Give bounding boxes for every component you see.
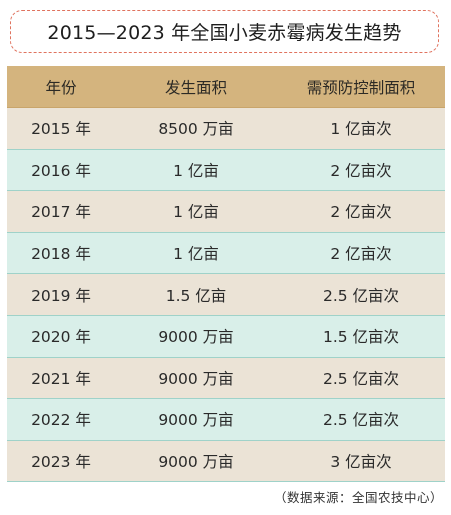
table-row: 2023 年 9000 万亩 3 亿亩次 (7, 440, 445, 483)
control-area-cell: 2.5 亿亩次 (322, 286, 400, 305)
table-header-row: 年份 发生面积 需预防控制面积 (7, 66, 445, 108)
year-cell: 2019 年 (31, 286, 91, 305)
occurrence-area-cell: 9000 万亩 (158, 411, 234, 430)
header-year: 年份 (45, 78, 77, 97)
control-area-cell: 2.5 亿亩次 (322, 411, 400, 430)
table-row: 2016 年 1 亿亩 2 亿亩次 (7, 149, 445, 192)
data-table: 年份 发生面积 需预防控制面积 2015 年 8500 万亩 1 亿亩次 201… (7, 66, 445, 483)
table-row: 2022 年 9000 万亩 2.5 亿亩次 (7, 399, 445, 441)
header-control-area: 需预防控制面积 (306, 78, 416, 97)
year-cell: 2015 年 (31, 120, 91, 139)
occurrence-area-cell: 1 亿亩 (173, 203, 219, 222)
data-source-note: （数据来源：全国农技中心） (273, 490, 443, 505)
table-row: 2020 年 9000 万亩 1.5 亿亩次 (7, 315, 445, 358)
occurrence-area-cell: 8500 万亩 (158, 120, 234, 139)
table-row: 2017 年 1 亿亩 2 亿亩次 (7, 191, 445, 233)
year-cell: 2020 年 (31, 328, 91, 347)
year-cell: 2017 年 (31, 203, 91, 222)
table-row: 2018 年 1 亿亩 2 亿亩次 (7, 232, 445, 275)
occurrence-area-cell: 1 亿亩 (173, 245, 219, 264)
occurrence-area-cell: 1 亿亩 (173, 161, 219, 180)
control-area-cell: 1.5 亿亩次 (322, 328, 400, 347)
year-cell: 2018 年 (31, 245, 91, 264)
table-row: 2019 年 1.5 亿亩 2.5 亿亩次 (7, 274, 445, 316)
header-occurrence-area: 发生面积 (164, 78, 227, 97)
control-area-cell: 1 亿亩次 (330, 120, 392, 139)
control-area-cell: 2 亿亩次 (330, 203, 392, 222)
control-area-cell: 2.5 亿亩次 (322, 369, 400, 388)
year-cell: 2021 年 (31, 369, 91, 388)
page-title: 2015—2023 年全国小麦赤霉病发生趋势 (47, 22, 402, 44)
occurrence-area-cell: 9000 万亩 (158, 328, 234, 347)
occurrence-area-cell: 1.5 亿亩 (165, 286, 227, 305)
control-area-cell: 2 亿亩次 (330, 245, 392, 264)
control-area-cell: 2 亿亩次 (330, 161, 392, 180)
occurrence-area-cell: 9000 万亩 (158, 453, 234, 472)
table-row: 2015 年 8500 万亩 1 亿亩次 (7, 108, 445, 150)
year-cell: 2022 年 (31, 411, 91, 430)
control-area-cell: 3 亿亩次 (330, 453, 392, 472)
title-frame: 2015—2023 年全国小麦赤霉病发生趋势 (10, 10, 439, 53)
year-cell: 2023 年 (31, 453, 91, 472)
occurrence-area-cell: 9000 万亩 (158, 369, 234, 388)
table-row: 2021 年 9000 万亩 2.5 亿亩次 (7, 357, 445, 400)
year-cell: 2016 年 (31, 161, 91, 180)
